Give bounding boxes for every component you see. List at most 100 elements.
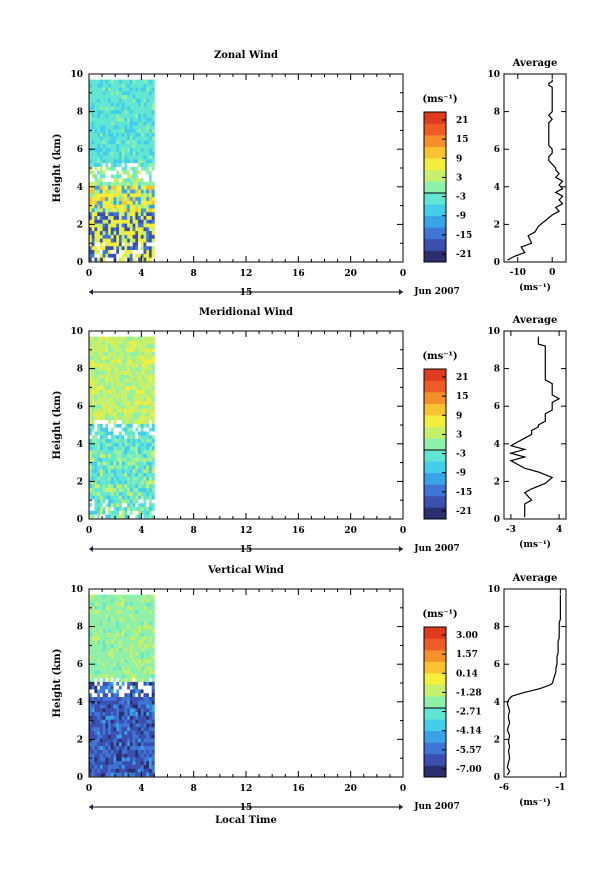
heatmap-cell <box>102 772 106 777</box>
y-tick-label: 6 <box>77 402 83 412</box>
heatmap-cell <box>138 666 142 671</box>
heatmap-cell <box>129 621 133 626</box>
heatmap-cell <box>91 230 95 235</box>
heatmap-cell <box>129 639 133 645</box>
heatmap-cell <box>91 370 95 375</box>
heatmap-cell <box>138 624 142 629</box>
heatmap-cell <box>129 158 133 164</box>
heatmap-cell <box>151 397 155 402</box>
heatmap-cell <box>129 397 133 402</box>
heatmap-cell <box>99 681 103 686</box>
heatmap-cell <box>108 760 112 766</box>
heatmap-cell <box>129 719 133 724</box>
heatmap-cell <box>97 734 101 739</box>
heatmap-cell <box>129 636 133 641</box>
heatmap-cell <box>118 363 123 368</box>
heatmap-cell <box>116 230 120 235</box>
heatmap-cell <box>116 193 120 198</box>
heatmap-cell <box>102 734 106 739</box>
heatmap-cell <box>127 764 131 769</box>
heatmap-cell <box>146 749 150 754</box>
heatmap-cell <box>99 651 103 656</box>
heatmap-cell <box>129 666 133 671</box>
heatmap-cell <box>118 234 123 239</box>
heatmap-cell <box>146 94 150 99</box>
heatmap-cell <box>146 344 150 349</box>
heatmap-cell <box>89 681 93 686</box>
heatmap-cell <box>135 94 139 99</box>
heatmap-cell <box>113 389 117 394</box>
heatmap-cell <box>94 745 98 750</box>
heatmap-cell <box>127 692 131 697</box>
heatmap-cell <box>148 768 152 773</box>
heatmap-cell <box>110 79 114 84</box>
heatmap-cell <box>127 211 131 217</box>
heatmap-cell <box>121 662 125 667</box>
heatmap-cell <box>127 465 131 470</box>
heatmap-cell <box>151 598 155 603</box>
heatmap-cell <box>138 204 142 209</box>
heatmap-cell <box>116 670 120 675</box>
heatmap-cell <box>124 472 128 477</box>
heatmap-cell <box>143 723 147 728</box>
avg-y-tick-label: 6 <box>494 660 500 670</box>
heatmap-cell <box>132 670 136 675</box>
heatmap-cell <box>108 90 112 96</box>
heatmap-cell <box>97 249 101 254</box>
heatmap-cell <box>105 704 109 709</box>
heatmap-cell <box>110 457 114 462</box>
heatmap-cell <box>135 465 139 470</box>
heatmap-cell <box>113 363 117 368</box>
heatmap-cell <box>138 670 142 675</box>
heatmap-cell <box>108 598 112 603</box>
heatmap-cell <box>146 605 150 611</box>
heatmap-cell <box>113 468 117 474</box>
heatmap-cell <box>89 726 93 732</box>
heatmap-cell <box>105 204 109 209</box>
heatmap-cell <box>89 177 93 182</box>
heatmap-cell <box>97 605 101 611</box>
heatmap-cell <box>116 140 120 145</box>
heatmap-cell <box>102 344 106 349</box>
heatmap-cell <box>132 480 136 485</box>
heatmap-cell <box>127 223 131 228</box>
heatmap-cell <box>140 450 144 455</box>
heatmap-cell <box>113 374 117 379</box>
heatmap-cell <box>113 681 117 686</box>
heatmap-cell <box>135 381 139 387</box>
heatmap-cell <box>132 745 136 750</box>
heatmap-cell <box>89 434 93 439</box>
heatmap-cell <box>102 487 106 492</box>
heatmap-cell <box>140 708 144 713</box>
heatmap-cell <box>143 666 147 671</box>
heatmap-cell <box>116 170 120 175</box>
heatmap-cell <box>110 594 114 599</box>
heatmap-cell <box>97 419 101 424</box>
heatmap-cell <box>135 472 139 477</box>
heatmap-cell <box>127 249 131 254</box>
heatmap-cell <box>102 170 106 175</box>
heatmap-cell <box>129 647 133 652</box>
avg-y-tick-label: 8 <box>494 108 500 118</box>
heatmap-cell <box>94 734 98 739</box>
heatmap-cell <box>140 760 144 766</box>
avg-x-tick-label: -6 <box>499 783 509 793</box>
heatmap-cell <box>146 639 150 645</box>
heatmap-cell <box>113 102 117 107</box>
heatmap-cell <box>99 208 103 213</box>
heatmap-cell <box>121 124 125 130</box>
heatmap-cell <box>108 400 112 405</box>
heatmap-cell <box>116 453 120 458</box>
heatmap-cell <box>99 158 103 164</box>
heatmap-cell <box>91 632 95 637</box>
heatmap-cell <box>129 419 133 424</box>
heatmap-cell <box>143 681 147 686</box>
heatmap-cell <box>89 253 93 258</box>
heatmap-cell <box>91 378 95 383</box>
heatmap-cell <box>140 738 144 743</box>
heatmap-cell <box>110 257 114 262</box>
heatmap-cell <box>121 632 125 637</box>
heatmap-cell <box>99 719 103 724</box>
heatmap-cell <box>138 400 142 405</box>
heatmap-cell <box>110 655 114 660</box>
